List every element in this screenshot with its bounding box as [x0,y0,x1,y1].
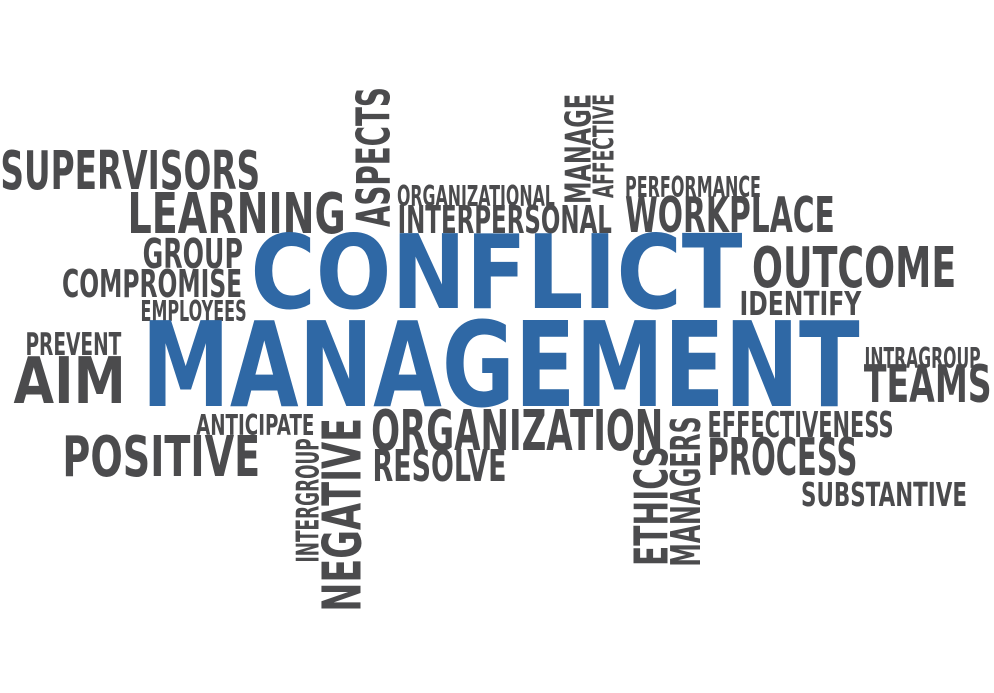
word-positive: POSITIVE [61,425,260,490]
word-affective: AFFECTIVE [586,94,620,199]
word-identify: IDENTIFY [738,283,861,323]
word-anticipate: ANTICIPATE [196,409,315,442]
word-resolve: RESOLVE [372,442,507,492]
word-process: PROCESS [706,427,857,488]
word-teams: TEAMS [863,354,992,415]
word-effectiveness: EFFECTIVENESS [707,405,894,446]
word-intragroup: INTRAGROUP [864,342,981,375]
word-management: MANAGEMENT [141,297,860,434]
word-group: GROUP [142,229,243,278]
word-organization: ORGANIZATION [371,399,664,464]
word-negative: NEGATIVE [309,418,373,612]
word-organizational: ORGANIZATIONAL [396,180,555,213]
word-managers: MANAGERS [661,415,710,567]
word-employees: EMPLOYEES [140,295,247,328]
word-aim: AIM [13,345,126,419]
word-prevent: PREVENT [24,326,121,363]
word-interpersonal: INTERPERSONAL [397,198,612,243]
word-substantive: SUBSTANTIVE [801,474,967,514]
word-compromise: COMPROMISE [62,262,243,307]
word-workplace: WORKPLACE [624,187,835,244]
word-conflict: CONFLICT [250,213,743,333]
word-performance: PERFORMANCE [624,171,761,204]
word-aspects: ASPECTS [345,87,400,228]
word-supervisors: SUPERVISORS [0,139,260,202]
word-outcome: OUTCOME [752,236,957,301]
word-learning: LEARNING [127,182,346,247]
